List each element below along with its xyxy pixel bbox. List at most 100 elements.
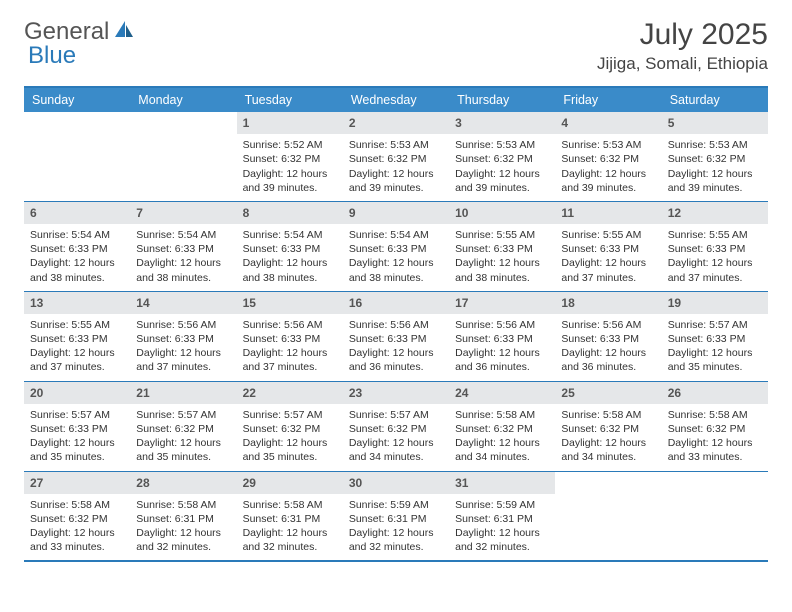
sunrise-line: Sunrise: 5:54 AM	[243, 228, 337, 242]
sunrise-line: Sunrise: 5:58 AM	[455, 408, 549, 422]
day-header: Wednesday	[343, 88, 449, 112]
sunrise-line: Sunrise: 5:59 AM	[455, 498, 549, 512]
day-cell: 1Sunrise: 5:52 AMSunset: 6:32 PMDaylight…	[237, 112, 343, 201]
sunrise-line: Sunrise: 5:56 AM	[243, 318, 337, 332]
daylight-line: Daylight: 12 hours and 36 minutes.	[349, 346, 443, 374]
week-row: 27Sunrise: 5:58 AMSunset: 6:32 PMDayligh…	[24, 472, 768, 563]
calendar-grid: SundayMondayTuesdayWednesdayThursdayFrid…	[24, 86, 768, 562]
daylight-line: Daylight: 12 hours and 35 minutes.	[30, 436, 124, 464]
sunrise-line: Sunrise: 5:57 AM	[30, 408, 124, 422]
day-header-row: SundayMondayTuesdayWednesdayThursdayFrid…	[24, 88, 768, 112]
sunrise-line: Sunrise: 5:54 AM	[136, 228, 230, 242]
day-number: 26	[662, 382, 768, 404]
daylight-line: Daylight: 12 hours and 37 minutes.	[136, 346, 230, 374]
daylight-line: Daylight: 12 hours and 32 minutes.	[349, 526, 443, 554]
daylight-line: Daylight: 12 hours and 39 minutes.	[668, 167, 762, 195]
day-number: 17	[449, 292, 555, 314]
sunset-line: Sunset: 6:33 PM	[668, 332, 762, 346]
sunset-line: Sunset: 6:32 PM	[30, 512, 124, 526]
sunset-line: Sunset: 6:33 PM	[136, 332, 230, 346]
day-number: 11	[555, 202, 661, 224]
brand-part2: Blue	[28, 42, 76, 70]
daylight-line: Daylight: 12 hours and 39 minutes.	[243, 167, 337, 195]
day-cell: 13Sunrise: 5:55 AMSunset: 6:33 PMDayligh…	[24, 292, 130, 381]
page-header: General July 2025 Jijiga, Somali, Ethiop…	[24, 18, 768, 74]
daylight-line: Daylight: 12 hours and 38 minutes.	[30, 256, 124, 284]
day-cell: 5 Sunrise: 5:53 AMSunset: 6:32 PMDaylight…	[662, 112, 768, 201]
sunset-line: Sunset: 6:31 PM	[136, 512, 230, 526]
daylight-line: Daylight: 12 hours and 38 minutes.	[349, 256, 443, 284]
sunrise-line: Sunrise: 5:56 AM	[349, 318, 443, 332]
day-cell: 10Sunrise: 5:55 AMSunset: 6:33 PMDayligh…	[449, 202, 555, 291]
day-number: 1	[237, 112, 343, 134]
sunrise-line: Sunrise: 5:56 AM	[561, 318, 655, 332]
sunset-line: Sunset: 6:32 PM	[349, 152, 443, 166]
daylight-line: Daylight: 12 hours and 37 minutes.	[668, 256, 762, 284]
day-number: 13	[24, 292, 130, 314]
sunset-line: Sunset: 6:32 PM	[349, 422, 443, 436]
sunrise-line: Sunrise: 5:53 AM	[668, 138, 762, 152]
day-number: 14	[130, 292, 236, 314]
day-number: 31	[449, 472, 555, 494]
day-header: Saturday	[662, 88, 768, 112]
day-cell: 18Sunrise: 5:56 AMSunset: 6:33 PMDayligh…	[555, 292, 661, 381]
sunrise-line: Sunrise: 5:57 AM	[243, 408, 337, 422]
day-cell: 11Sunrise: 5:55 AMSunset: 6:33 PMDayligh…	[555, 202, 661, 291]
sunrise-line: Sunrise: 5:55 AM	[561, 228, 655, 242]
sunset-line: Sunset: 6:31 PM	[349, 512, 443, 526]
day-cell: 2Sunrise: 5:53 AMSunset: 6:32 PMDaylight…	[343, 112, 449, 201]
daylight-line: Daylight: 12 hours and 36 minutes.	[561, 346, 655, 374]
sunrise-line: Sunrise: 5:58 AM	[243, 498, 337, 512]
day-number: 28	[130, 472, 236, 494]
daylight-line: Daylight: 12 hours and 34 minutes.	[349, 436, 443, 464]
day-cell	[130, 112, 236, 201]
sunrise-line: Sunrise: 5:58 AM	[136, 498, 230, 512]
sunset-line: Sunset: 6:33 PM	[243, 332, 337, 346]
week-row: 13Sunrise: 5:55 AMSunset: 6:33 PMDayligh…	[24, 292, 768, 382]
sunset-line: Sunset: 6:32 PM	[668, 152, 762, 166]
day-number: 29	[237, 472, 343, 494]
sunrise-line: Sunrise: 5:56 AM	[455, 318, 549, 332]
day-number: 6	[24, 202, 130, 224]
sunset-line: Sunset: 6:32 PM	[455, 422, 549, 436]
day-number: 12	[662, 202, 768, 224]
sunset-line: Sunset: 6:31 PM	[243, 512, 337, 526]
sunset-line: Sunset: 6:33 PM	[561, 332, 655, 346]
day-cell: 20Sunrise: 5:57 AMSunset: 6:33 PMDayligh…	[24, 382, 130, 471]
daylight-line: Daylight: 12 hours and 32 minutes.	[455, 526, 549, 554]
daylight-line: Daylight: 12 hours and 37 minutes.	[561, 256, 655, 284]
sunset-line: Sunset: 6:32 PM	[561, 152, 655, 166]
day-cell: 23Sunrise: 5:57 AMSunset: 6:32 PMDayligh…	[343, 382, 449, 471]
daylight-line: Daylight: 12 hours and 33 minutes.	[668, 436, 762, 464]
sunset-line: Sunset: 6:33 PM	[455, 332, 549, 346]
daylight-line: Daylight: 12 hours and 38 minutes.	[243, 256, 337, 284]
daylight-line: Daylight: 12 hours and 32 minutes.	[243, 526, 337, 554]
day-header: Sunday	[24, 88, 130, 112]
daylight-line: Daylight: 12 hours and 33 minutes.	[30, 526, 124, 554]
day-number: 10	[449, 202, 555, 224]
sunrise-line: Sunrise: 5:55 AM	[668, 228, 762, 242]
day-number: 30	[343, 472, 449, 494]
daylight-line: Daylight: 12 hours and 37 minutes.	[243, 346, 337, 374]
sunset-line: Sunset: 6:32 PM	[668, 422, 762, 436]
sunrise-line: Sunrise: 5:53 AM	[349, 138, 443, 152]
daylight-line: Daylight: 12 hours and 32 minutes.	[136, 526, 230, 554]
sunrise-line: Sunrise: 5:57 AM	[668, 318, 762, 332]
daylight-line: Daylight: 12 hours and 35 minutes.	[243, 436, 337, 464]
day-cell: 16Sunrise: 5:56 AMSunset: 6:33 PMDayligh…	[343, 292, 449, 381]
sunset-line: Sunset: 6:32 PM	[455, 152, 549, 166]
day-cell: 8Sunrise: 5:54 AMSunset: 6:33 PMDaylight…	[237, 202, 343, 291]
day-cell: 26Sunrise: 5:58 AMSunset: 6:32 PMDayligh…	[662, 382, 768, 471]
daylight-line: Daylight: 12 hours and 35 minutes.	[136, 436, 230, 464]
day-cell: 27Sunrise: 5:58 AMSunset: 6:32 PMDayligh…	[24, 472, 130, 561]
day-number: 3	[449, 112, 555, 134]
day-cell: 9Sunrise: 5:54 AMSunset: 6:33 PMDaylight…	[343, 202, 449, 291]
sunset-line: Sunset: 6:33 PM	[349, 332, 443, 346]
day-number: 5	[662, 112, 768, 134]
daylight-line: Daylight: 12 hours and 36 minutes.	[455, 346, 549, 374]
day-header: Monday	[130, 88, 236, 112]
sunset-line: Sunset: 6:32 PM	[136, 422, 230, 436]
day-cell: 22Sunrise: 5:57 AMSunset: 6:32 PMDayligh…	[237, 382, 343, 471]
day-cell	[24, 112, 130, 201]
sunrise-line: Sunrise: 5:54 AM	[30, 228, 124, 242]
